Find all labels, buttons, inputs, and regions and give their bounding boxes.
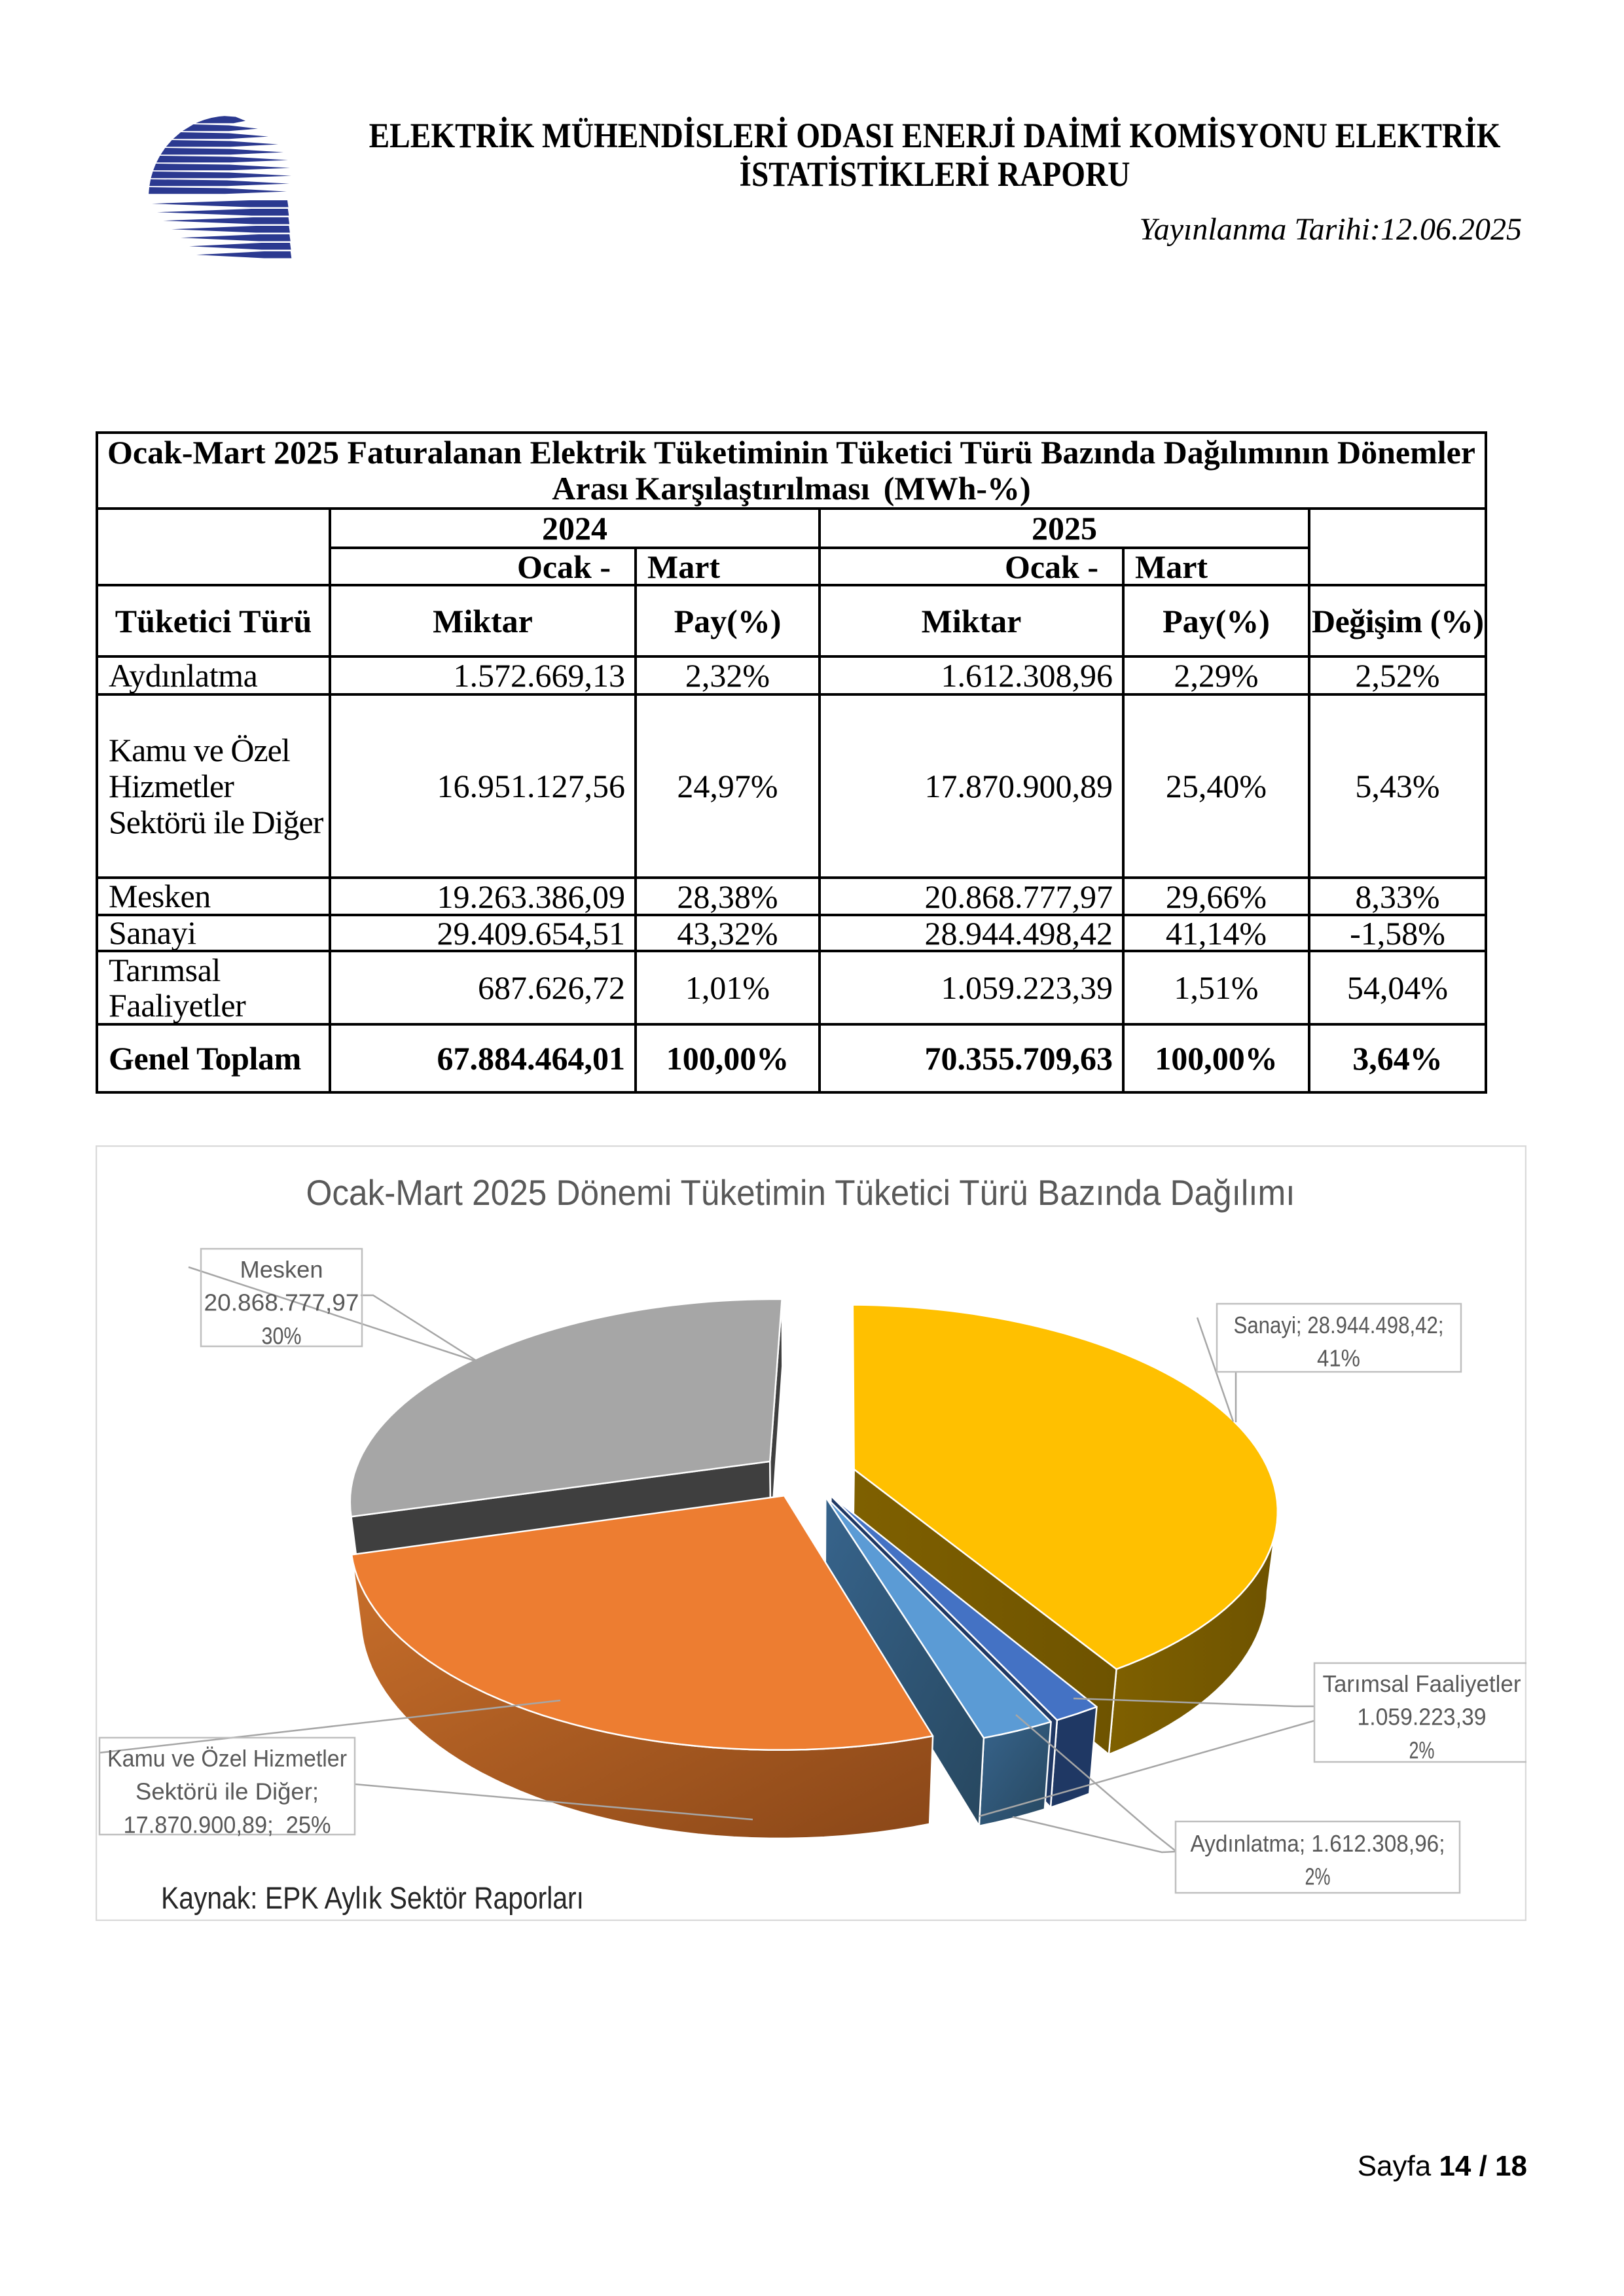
svg-text:Aydınlatma; 1.612.308,96;: Aydınlatma; 1.612.308,96; <box>1191 1830 1445 1857</box>
svg-text:41%: 41% <box>1317 1345 1360 1372</box>
svg-text:Sanayi; 28.944.498,42;: Sanayi; 28.944.498,42; <box>1234 1312 1444 1338</box>
svg-text:Mesken: Mesken <box>240 1256 323 1283</box>
svg-text:Ocak-Mart 2025 Dönemi Tüketimi: Ocak-Mart 2025 Dönemi Tüketimin Tüketici… <box>306 1172 1295 1213</box>
svg-text:2%: 2% <box>1409 1736 1435 1763</box>
svg-text:Sektörü ile Diğer;: Sektörü ile Diğer; <box>135 1778 319 1805</box>
svg-text:Kamu ve Özel Hizmetler: Kamu ve Özel Hizmetler <box>107 1745 347 1772</box>
svg-text:30%: 30% <box>262 1322 302 1349</box>
svg-text:20.868.777,97: 20.868.777,97 <box>204 1289 359 1316</box>
svg-text:Kaynak: EPK Aylık Sektör Rapor: Kaynak: EPK Aylık Sektör Raporları <box>161 1880 584 1915</box>
svg-text:Tarımsal Faaliyetler: Tarımsal Faaliyetler <box>1323 1670 1521 1697</box>
svg-text:17.870.900,89; 25%: 17.870.900,89; 25% <box>124 1811 331 1838</box>
svg-text:2%: 2% <box>1305 1863 1331 1890</box>
svg-text:1.059.223,39: 1.059.223,39 <box>1358 1704 1487 1731</box>
